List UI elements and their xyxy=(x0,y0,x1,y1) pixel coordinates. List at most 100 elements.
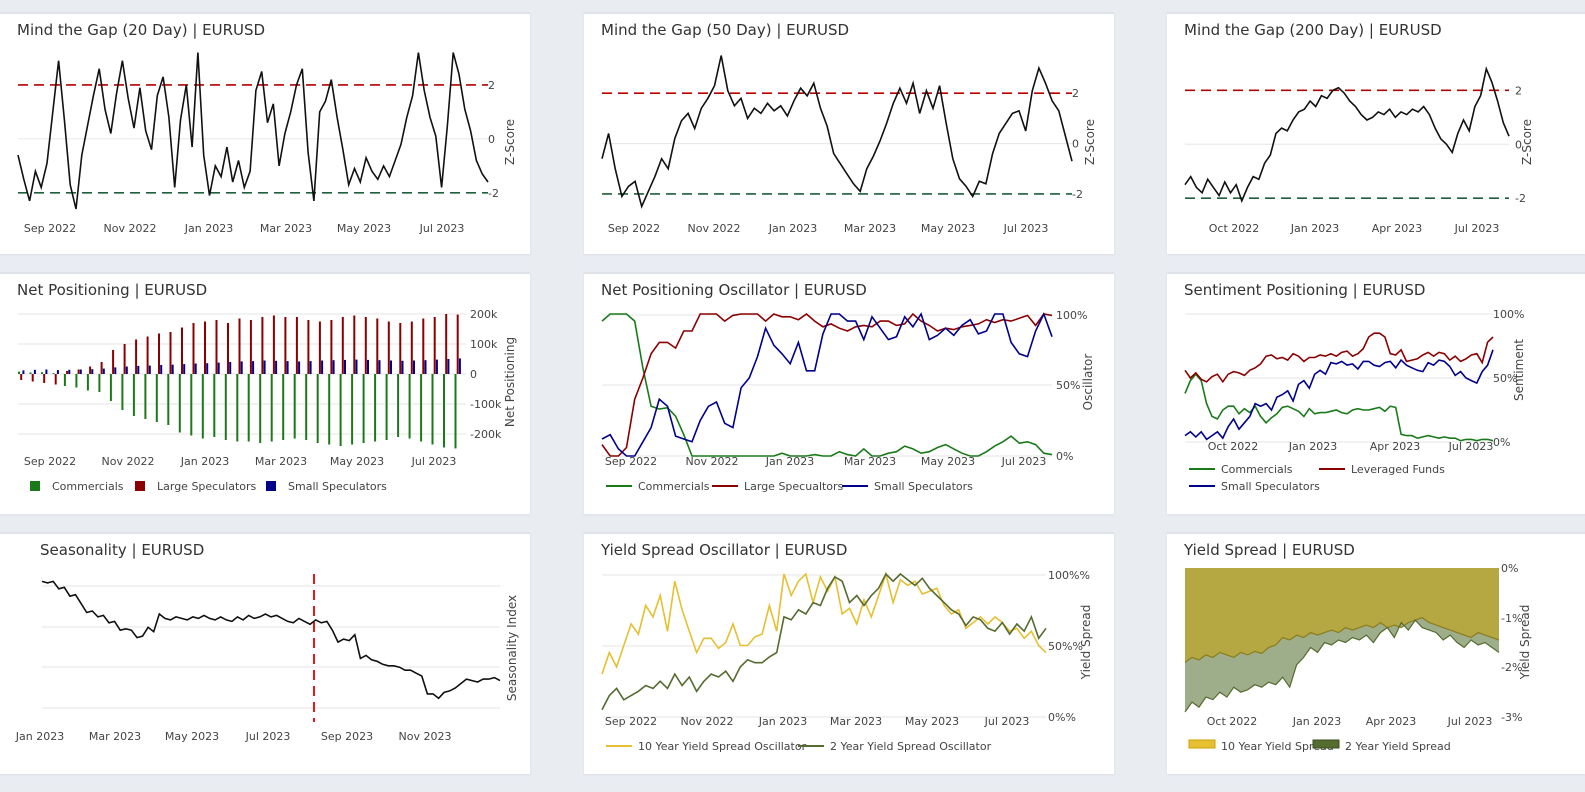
small-speculators-bar xyxy=(79,369,82,374)
x-tick-label: Sep 2023 xyxy=(321,730,373,743)
chart-net-positioning[interactable]: 200k 100k 0 -100k -200k Sep 2022 Nov 2022 Jan 2… xyxy=(0,274,530,516)
chart-title: Yield Spread | EURUSD xyxy=(1184,541,1355,559)
large-speculators-bar xyxy=(227,323,229,374)
commercials-bar xyxy=(18,371,20,374)
x-tick-label: Mar 2023 xyxy=(830,715,882,728)
large-speculators-bar xyxy=(31,374,34,382)
large-speculators-bar xyxy=(410,321,413,374)
y-tick-label: 0 xyxy=(1515,138,1522,151)
y-tick-label: 100% xyxy=(1493,308,1524,321)
chart-title: Mind the Gap (200 Day) | EURUSD xyxy=(1184,21,1442,39)
commercials-bar xyxy=(213,374,216,437)
small-speculators-bar xyxy=(91,369,94,374)
large-speculators-bar xyxy=(43,374,46,383)
x-tick-label: Nov 2022 xyxy=(102,455,155,468)
legend-swatch xyxy=(1188,739,1216,749)
large-speculators-bar xyxy=(169,332,172,374)
z-score-line xyxy=(1184,66,1510,204)
card-seasonality: Seasonality | EURUSD Jan 2023 Mar 2023 May… xyxy=(0,532,530,774)
legend-swatch xyxy=(135,481,145,491)
large-speculators-bar xyxy=(456,314,459,374)
commercials-bar xyxy=(41,372,43,374)
x-tick-label: May 2023 xyxy=(337,222,391,235)
x-tick-label: Jul 2023 xyxy=(1001,455,1047,468)
seasonality-line xyxy=(41,580,501,700)
large-speculators-bar xyxy=(89,366,92,374)
large-speculators-bar xyxy=(146,336,149,374)
chart-title: Net Positioning Oscillator | EURUSD xyxy=(601,281,867,299)
legend-label: Small Speculators xyxy=(1221,480,1320,493)
large-speculators-bar xyxy=(341,317,344,374)
large-speculators-bar xyxy=(387,321,390,374)
chart-gap200[interactable]: 2 0 -2 Oct 2022 Jan 2023 Apr 2023 Jul 2023 Z-Sc… xyxy=(1167,14,1585,256)
chart-sentiment[interactable]: 100% 50% 0% Oct 2022 Jan 2023 Apr 2023 Jul 202… xyxy=(1167,274,1585,516)
x-tick-label: Apr 2023 xyxy=(1372,222,1423,235)
commercials-bar xyxy=(397,374,400,437)
small-speculators-bar xyxy=(447,359,450,374)
chart-title: Yield Spread Oscillator | EURUSD xyxy=(601,541,848,559)
commercials-bar xyxy=(190,374,193,436)
commercials-bar xyxy=(385,374,388,440)
chart-yield-spread[interactable]: 0% -1% -2% -3% Oct 2022 Jan 2023 Apr 2023 Jul 2… xyxy=(1167,534,1585,776)
x-tick-label: Jul 2023 xyxy=(1003,222,1049,235)
chart-gap50[interactable]: 2 0 -2 Sep 2022 Nov 2022 Jan 2023 Mar 2023 May … xyxy=(584,14,1114,256)
x-tick-label: Mar 2023 xyxy=(255,455,307,468)
small-speculators-bar xyxy=(229,362,232,374)
large-speculators-bar xyxy=(181,327,183,374)
chart-title: Mind the Gap (50 Day) | EURUSD xyxy=(601,21,850,39)
small-speculators-bar xyxy=(435,359,438,374)
chart-gap20[interactable]: 2 0 -2 Sep 2022 Nov 2022 Jan 2023 Mar 2023 May … xyxy=(0,14,530,256)
x-tick-label: Mar 2023 xyxy=(844,455,896,468)
two-year-line xyxy=(1184,619,1500,713)
series-line-small-speculators xyxy=(601,311,1053,457)
small-speculators-bar xyxy=(424,360,427,374)
y-tick-label: -2 xyxy=(1515,192,1526,205)
y-tick-label: 50% xyxy=(1493,372,1517,385)
small-speculators-bar xyxy=(137,365,140,374)
y-tick-label: -100k xyxy=(470,398,502,411)
x-tick-label: Nov 2022 xyxy=(686,455,739,468)
commercials-bar xyxy=(75,374,78,388)
y-tick-label: -3% xyxy=(1501,711,1522,724)
series-line-commercials xyxy=(601,313,1053,457)
y-tick-label: 200k xyxy=(470,308,498,321)
commercials-bar xyxy=(316,374,319,443)
x-tick-label: Sep 2022 xyxy=(608,222,660,235)
x-tick-label: May 2023 xyxy=(921,455,975,468)
chart-title: Sentiment Positioning | EURUSD xyxy=(1184,281,1426,299)
x-tick-label: Jul 2023 xyxy=(419,222,465,235)
y-tick-label: 2 xyxy=(1072,87,1079,100)
large-speculators-bar xyxy=(204,321,206,374)
y-tick-label: 50% xyxy=(1056,379,1080,392)
small-speculators-bar xyxy=(275,360,278,374)
card-gap50: Mind the Gap (50 Day) | EURUSD 2 0 -2 Sep 2… xyxy=(584,12,1114,254)
small-speculators-bar xyxy=(22,370,25,374)
x-tick-label: Oct 2022 xyxy=(1207,715,1258,728)
x-tick-label: Jan 2023 xyxy=(180,455,229,468)
card-net-positioning-oscillator: Net Positioning Oscillator | EURUSD 100%… xyxy=(584,272,1114,514)
chart-net-positioning-oscillator[interactable]: 100% 50% 0% Sep 2022 Nov 2022 Jan 2023 Mar 202… xyxy=(584,274,1114,516)
commercials-bar xyxy=(178,374,181,433)
card-net-positioning: Net Positioning | EURUSD 200k 100k 0 -100k -… xyxy=(0,272,530,514)
small-speculators-bar xyxy=(56,370,59,374)
commercials-bar xyxy=(201,374,204,439)
series-line-commercials xyxy=(1184,372,1494,442)
z-score-line xyxy=(601,55,1073,209)
small-speculators-bar xyxy=(194,363,197,374)
commercials-bar xyxy=(109,374,112,401)
y-tick-label: 100% xyxy=(1056,309,1087,322)
small-speculators-bar xyxy=(125,366,128,374)
legend-label: Large Speculators xyxy=(157,480,257,493)
chart-yield-oscillator[interactable]: 100%% 50%% 0%% Sep 2022 Nov 2022 Jan 2023 Mar … xyxy=(584,534,1114,776)
large-speculators-bar xyxy=(77,369,80,374)
large-speculators-bar xyxy=(20,374,23,380)
y-tick-label: 0%% xyxy=(1048,711,1076,724)
legend-label: Small Speculators xyxy=(288,480,387,493)
chart-seasonality[interactable]: Jan 2023 Mar 2023 May 2023 Jul 2023 Sep 2023… xyxy=(0,534,530,776)
small-speculators-bar xyxy=(458,358,461,374)
small-speculators-bar xyxy=(309,361,312,374)
x-tick-label: Jan 2023 xyxy=(1288,440,1337,453)
two-year-area xyxy=(1185,617,1499,712)
commercials-bar xyxy=(374,374,377,442)
y-tick-label: 0 xyxy=(488,133,495,146)
